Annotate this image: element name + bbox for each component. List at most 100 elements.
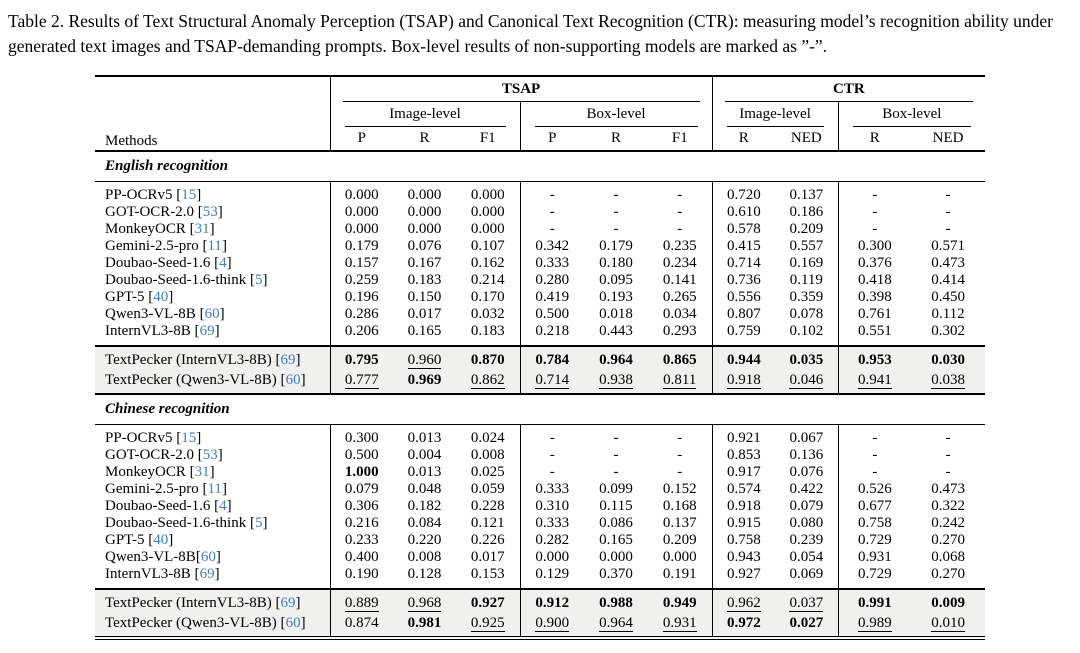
metric-value: - xyxy=(519,424,584,447)
metric-value: - xyxy=(945,447,951,463)
method-name: Doubao-Seed-1.6-think [5] xyxy=(105,272,268,288)
metric-value: 0.915 xyxy=(711,515,776,532)
metric-value: 0.714 xyxy=(519,370,584,395)
citation-link[interactable]: 69 xyxy=(199,566,215,582)
metric-value: 0.925 xyxy=(456,613,520,640)
metric-value: 0.182 xyxy=(407,498,442,514)
metric-value: 0.000 xyxy=(407,187,442,203)
table-row: Gemini-2.5-pro [11] 0.179 0.076 0.107 0.342 0… xyxy=(95,238,985,255)
metric-value: 0.000 xyxy=(407,204,442,220)
metric-value: 0.162 xyxy=(470,255,505,271)
metric-value: 0.578 xyxy=(711,221,776,238)
group-header-ctr: CTR xyxy=(711,76,986,102)
citation-link[interactable]: 5 xyxy=(254,515,263,531)
method-name: TextPecker (Qwen3-VL-8B) [60] xyxy=(95,370,330,395)
metric-value: 0.310 xyxy=(519,498,584,515)
metric-value: 0.183 xyxy=(456,323,520,347)
citation-link[interactable]: 60 xyxy=(200,549,216,565)
citation-link[interactable]: 4 xyxy=(219,255,227,271)
citation-link[interactable]: 11 xyxy=(207,481,222,497)
metric-value: 0.084 xyxy=(407,515,442,531)
metric-value: 0.989 xyxy=(837,613,912,640)
citation-link[interactable]: 5 xyxy=(254,272,263,288)
table-caption: Table 2. Results of Text Structural Anom… xyxy=(8,11,1054,56)
col-header: NED xyxy=(911,127,986,152)
metric-value: 0.078 xyxy=(789,306,824,322)
metric-value: - xyxy=(837,204,912,221)
citation-link[interactable]: 69 xyxy=(280,352,296,368)
metric-value: 0.000 xyxy=(519,549,584,566)
metric-value: 0.183 xyxy=(407,272,442,288)
metric-value: 0.761 xyxy=(837,306,912,323)
metric-value: - xyxy=(945,430,951,446)
metric-value: 0.054 xyxy=(789,549,824,565)
metric-value: 0.944 xyxy=(711,346,776,370)
metric-value: 0.119 xyxy=(789,272,823,288)
citation-link[interactable]: 60 xyxy=(285,615,301,631)
metric-value: 0.035 xyxy=(775,346,839,370)
metric-value: 0.450 xyxy=(931,289,965,305)
citation-link[interactable]: 69 xyxy=(199,323,215,339)
metric-value: - xyxy=(677,187,683,203)
citation-link[interactable]: 53 xyxy=(202,447,218,463)
metric-value: 0.900 xyxy=(519,613,584,640)
metric-value: 0.333 xyxy=(519,515,584,532)
citation-link[interactable]: 15 xyxy=(181,187,197,203)
citation-link[interactable]: 11 xyxy=(207,238,222,254)
method-name: InternVL3-8B [69] xyxy=(95,323,330,347)
method-name: TextPecker (InternVL3-8B) [69] xyxy=(95,346,330,370)
citation-link[interactable]: 40 xyxy=(153,532,169,548)
citation-link[interactable]: 15 xyxy=(181,430,197,446)
citation-link[interactable]: 31 xyxy=(194,464,210,480)
table-row: TextPecker (Qwen3-VL-8B) [60] 0.777 0.969 0… xyxy=(95,370,986,395)
method-name: TextPecker (Qwen3-VL-8B) [60] xyxy=(95,613,330,640)
method-name: InternVL3-8B [69] xyxy=(95,566,330,590)
results-table: Methods TSAP CTR Image-level Box-level I… xyxy=(95,75,986,640)
metric-value: 0.270 xyxy=(911,566,986,590)
metric-value: 0.758 xyxy=(837,515,912,532)
metric-value: 0.242 xyxy=(931,515,965,531)
metric-value: 0.209 xyxy=(789,221,824,237)
metric-value: 0.008 xyxy=(407,549,442,565)
metric-value: 0.032 xyxy=(470,306,505,322)
metric-value: 0.306 xyxy=(329,498,393,515)
metric-value: 0.112 xyxy=(931,306,965,322)
metric-value: 0.795 xyxy=(329,346,393,370)
metric-value: 0.931 xyxy=(837,549,912,566)
method-name: Doubao-Seed-1.6 [4] xyxy=(105,255,232,271)
metric-value: - xyxy=(613,430,619,446)
metric-value: 0.422 xyxy=(789,481,824,497)
metric-value: 0.000 xyxy=(329,181,393,204)
citation-link[interactable]: 69 xyxy=(280,595,296,611)
col-header: R xyxy=(584,127,648,152)
citation-link[interactable]: 4 xyxy=(219,498,227,514)
section-title: English recognition xyxy=(105,158,228,174)
metric-value: 0.300 xyxy=(837,238,912,255)
col-header: NED xyxy=(775,127,839,152)
metric-value: 0.046 xyxy=(775,370,839,395)
metric-value: - xyxy=(613,187,619,203)
metric-value: 0.736 xyxy=(711,272,776,289)
metric-value: 0.209 xyxy=(662,532,697,548)
citation-link[interactable]: 31 xyxy=(194,221,210,237)
metric-value: - xyxy=(837,221,912,238)
metric-value: 0.099 xyxy=(599,481,633,497)
metric-value: 0.186 xyxy=(789,204,824,220)
metric-value: 0.322 xyxy=(931,498,965,514)
citation-link[interactable]: 40 xyxy=(153,289,169,305)
metric-value: - xyxy=(519,447,584,464)
metric-value: 0.220 xyxy=(407,532,442,548)
citation-link[interactable]: 60 xyxy=(285,372,301,388)
metric-value: 0.165 xyxy=(393,323,456,347)
metric-value: 0.398 xyxy=(837,289,912,306)
results-table-wrapper: Methods TSAP CTR Image-level Box-level I… xyxy=(95,75,986,640)
citation-link[interactable]: 60 xyxy=(204,306,220,322)
citation-link[interactable]: 53 xyxy=(202,204,218,220)
metric-value: 0.037 xyxy=(775,589,839,613)
table-row: Doubao-Seed-1.6-think [5] 0.216 0.084 0.121… xyxy=(95,515,985,532)
metric-value: 0.943 xyxy=(711,549,776,566)
metric-value: 0.009 xyxy=(911,589,986,613)
metric-value: 0.500 xyxy=(519,306,584,323)
metric-value: - xyxy=(837,464,912,481)
metric-value: 0.107 xyxy=(470,238,505,254)
